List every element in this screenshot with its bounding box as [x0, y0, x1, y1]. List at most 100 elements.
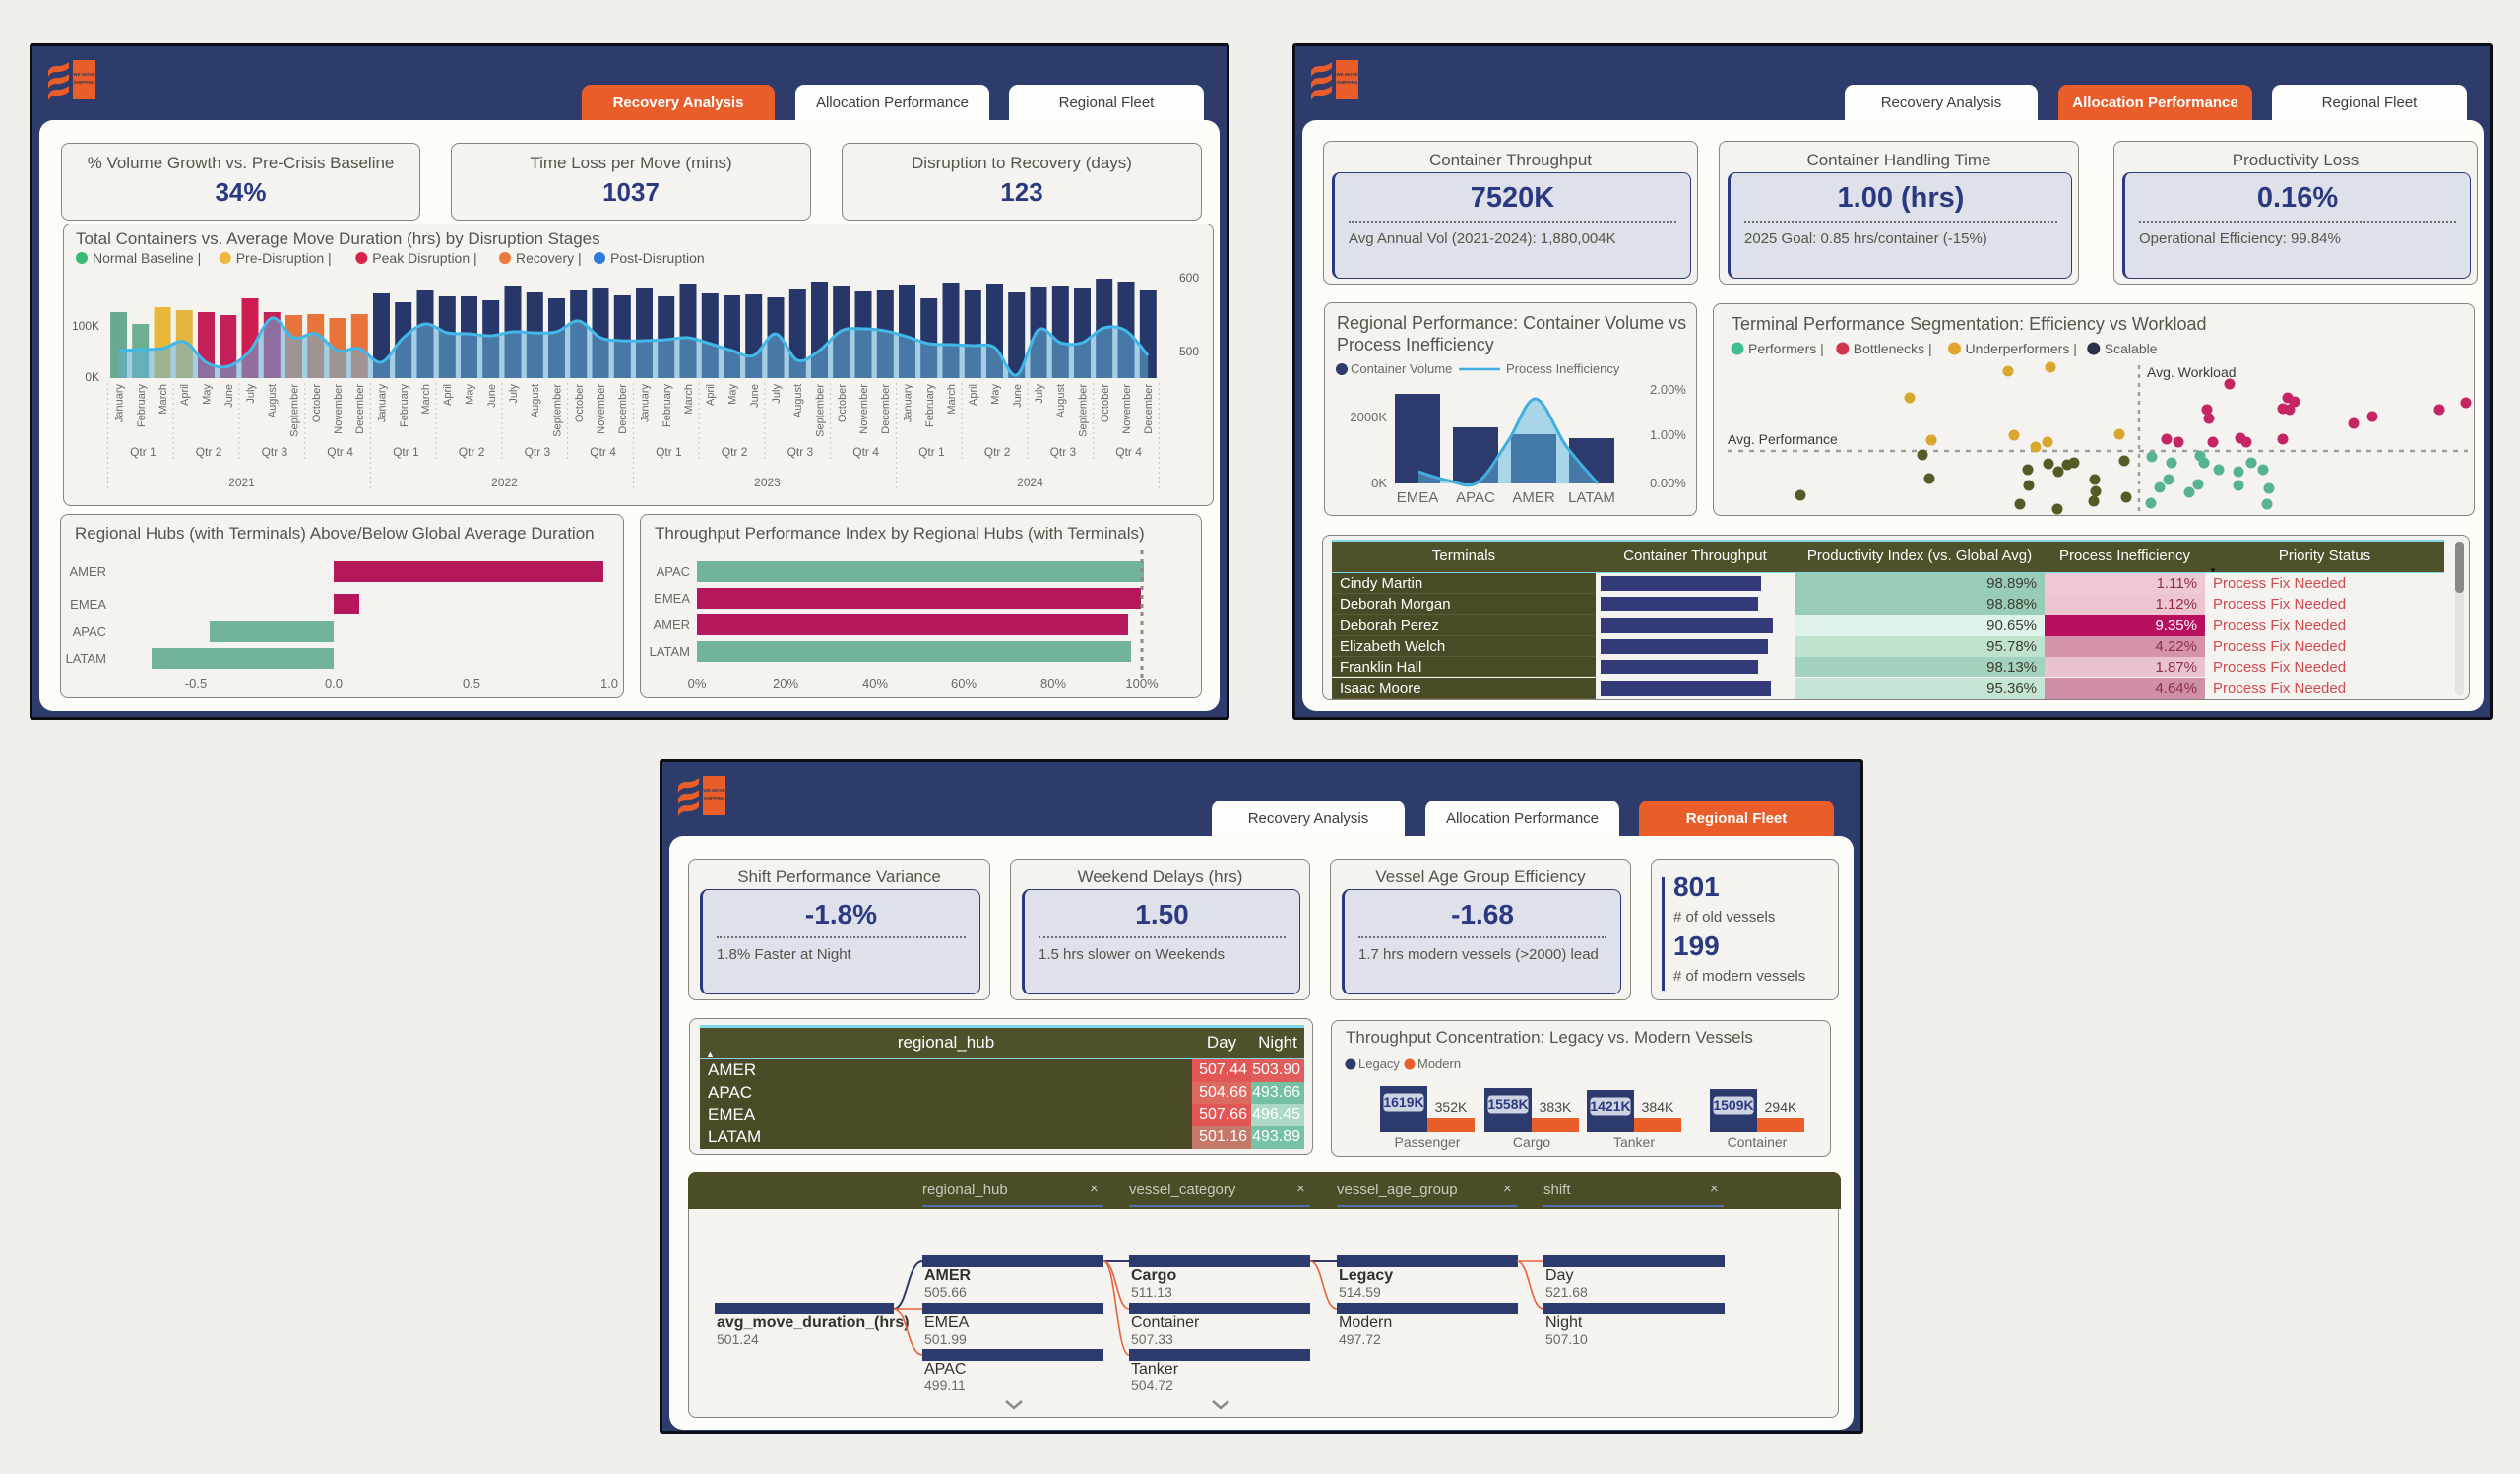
svg-text:352K: 352K — [1435, 1099, 1468, 1115]
svg-text:Container: Container — [1728, 1134, 1788, 1150]
svg-text:October: October — [837, 384, 849, 422]
svg-text:501.24: 501.24 — [717, 1331, 759, 1347]
svg-text:Qtr 1: Qtr 1 — [130, 445, 157, 459]
svg-text:January: January — [377, 384, 389, 423]
svg-text:Process Inefficiency: Process Inefficiency — [1506, 361, 1620, 376]
svg-text:1619K: 1619K — [1383, 1094, 1423, 1110]
svg-text:Qtr 3: Qtr 3 — [525, 445, 551, 459]
svg-text:511.13: 511.13 — [1131, 1284, 1172, 1300]
svg-text:Passenger: Passenger — [1395, 1134, 1461, 1150]
svg-text:February: February — [924, 384, 936, 428]
svg-text:March: March — [420, 384, 432, 415]
svg-text:514.59: 514.59 — [1339, 1284, 1381, 1300]
svg-text:1421K: 1421K — [1590, 1098, 1630, 1114]
svg-text:EMEA: EMEA — [1397, 489, 1439, 506]
svg-text:Qtr 4: Qtr 4 — [327, 445, 353, 459]
svg-text:2024: 2024 — [1017, 476, 1043, 489]
svg-text:March: March — [946, 384, 958, 415]
svg-text:500: 500 — [1179, 345, 1199, 358]
svg-text:WE MOVE: WE MOVE — [73, 72, 94, 77]
svg-text:-0.5: -0.5 — [185, 676, 207, 691]
svg-text:Bottlenecks |: Bottlenecks | — [1854, 341, 1932, 356]
svg-text:January: January — [114, 384, 126, 423]
svg-text:Total Containers vs. Average M: Total Containers vs. Average Move Durati… — [76, 229, 600, 248]
svg-text:Day: Day — [1545, 1267, 1573, 1284]
svg-text:AMER: AMER — [924, 1267, 972, 1284]
svg-text:Night: Night — [1545, 1314, 1583, 1331]
svg-text:Legacy: Legacy — [1358, 1057, 1400, 1071]
svg-text:Qtr 1: Qtr 1 — [918, 445, 945, 459]
svg-text:AMER: AMER — [69, 564, 106, 579]
svg-text:April: April — [705, 384, 717, 406]
svg-text:1.00%: 1.00% — [1650, 427, 1686, 442]
svg-text:APAC: APAC — [1456, 489, 1495, 506]
svg-text:July: July — [771, 384, 783, 404]
svg-text:2.00%: 2.00% — [1650, 382, 1686, 397]
svg-text:Container Volume: Container Volume — [1351, 361, 1452, 376]
svg-text:June: June — [1012, 384, 1024, 408]
svg-text:2021: 2021 — [228, 476, 255, 489]
svg-text:Performers |: Performers | — [1748, 341, 1824, 356]
svg-text:Terminal Performance Segmentat: Terminal Performance Segmentation: Effic… — [1732, 314, 2207, 334]
svg-text:WE MOVE: WE MOVE — [703, 788, 724, 793]
svg-text:February: February — [136, 384, 148, 428]
svg-text:EMEA: EMEA — [654, 591, 690, 606]
svg-text:February: February — [399, 384, 410, 428]
svg-text:October: October — [574, 384, 586, 422]
svg-text:100K: 100K — [72, 319, 99, 333]
svg-text:December: December — [354, 384, 366, 434]
svg-text:June: June — [223, 384, 235, 408]
svg-text:August: August — [1055, 384, 1067, 417]
svg-text:EMEA: EMEA — [924, 1314, 970, 1331]
svg-text:Scalable: Scalable — [2105, 341, 2158, 356]
svg-text:October: October — [311, 384, 323, 422]
svg-text:Recovery |: Recovery | — [516, 250, 582, 266]
svg-text:Modern: Modern — [1339, 1314, 1392, 1331]
svg-text:600: 600 — [1179, 271, 1199, 285]
svg-text:504.72: 504.72 — [1131, 1378, 1173, 1393]
svg-text:Container: Container — [1131, 1314, 1200, 1331]
svg-text:Post-Disruption: Post-Disruption — [610, 250, 705, 266]
svg-text:507.33: 507.33 — [1131, 1331, 1173, 1347]
svg-text:384K: 384K — [1642, 1099, 1674, 1115]
svg-text:APAC: APAC — [73, 624, 106, 639]
svg-text:100%: 100% — [1125, 676, 1159, 691]
svg-text:June: June — [749, 384, 761, 408]
svg-text:Throughput Concentration: Lega: Throughput Concentration: Legacy vs. Mod… — [1346, 1028, 1753, 1047]
svg-text:LATAM: LATAM — [66, 651, 106, 666]
svg-text:Qtr 2: Qtr 2 — [722, 445, 748, 459]
svg-text:2023: 2023 — [754, 476, 781, 489]
svg-text:EMEA: EMEA — [70, 597, 106, 611]
svg-text:August: August — [267, 384, 279, 417]
svg-text:80%: 80% — [1040, 676, 1066, 691]
svg-text:September: September — [1078, 384, 1090, 437]
svg-text:SHIPPING: SHIPPING — [1337, 80, 1358, 85]
svg-text:60%: 60% — [951, 676, 976, 691]
svg-text:Qtr 4: Qtr 4 — [852, 445, 879, 459]
svg-text:Pre-Disruption |: Pre-Disruption | — [236, 250, 332, 266]
svg-text:294K: 294K — [1765, 1099, 1797, 1115]
svg-text:Peak Disruption |: Peak Disruption | — [372, 250, 476, 266]
svg-text:Avg. Workload: Avg. Workload — [2147, 364, 2236, 380]
svg-text:LATAM: LATAM — [650, 644, 690, 659]
svg-text:AMER: AMER — [1512, 489, 1555, 506]
svg-text:0%: 0% — [688, 676, 707, 691]
svg-text:Cargo: Cargo — [1513, 1134, 1550, 1150]
svg-text:Qtr 4: Qtr 4 — [1115, 445, 1142, 459]
svg-text:1.0: 1.0 — [600, 676, 618, 691]
svg-text:Process Inefficiency: Process Inefficiency — [1337, 335, 1494, 354]
svg-text:July: July — [245, 384, 257, 404]
svg-text:Tanker: Tanker — [1131, 1361, 1179, 1378]
svg-text:APAC: APAC — [657, 564, 690, 579]
svg-text:August: August — [530, 384, 541, 417]
svg-text:Throughput Performance Index b: Throughput Performance Index by Regional… — [655, 524, 1145, 543]
svg-text:April: April — [968, 384, 979, 406]
svg-text:August: August — [792, 384, 804, 417]
svg-text:501.99: 501.99 — [924, 1331, 967, 1347]
svg-text:July: July — [1034, 384, 1045, 404]
svg-text:1509K: 1509K — [1713, 1097, 1753, 1113]
svg-text:April: April — [442, 384, 454, 406]
svg-text:November: November — [596, 384, 607, 434]
svg-text:0.5: 0.5 — [463, 676, 480, 691]
svg-text:0.0: 0.0 — [325, 676, 343, 691]
